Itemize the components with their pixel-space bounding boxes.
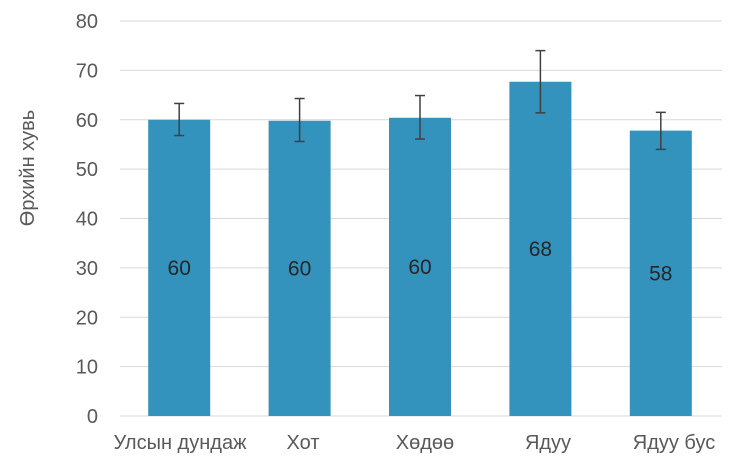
data-label: 58	[649, 262, 672, 285]
data-label: 60	[408, 256, 431, 279]
x-tick-label: Хөдөө	[396, 432, 454, 454]
x-tick-label: Улсын дундаж	[114, 432, 248, 454]
error-bar	[655, 111, 666, 151]
bar	[148, 119, 211, 416]
x-tick-label: Хот	[287, 432, 320, 454]
y-tick-label: 80	[76, 11, 98, 33]
y-axis-title: Өрхийн хувь	[17, 110, 39, 226]
data-label: 60	[168, 257, 191, 280]
x-axis-ticks: Улсын дундаж Хот Хөдөө Ядуу Ядуу бус	[114, 432, 716, 454]
data-label: 60	[288, 257, 311, 280]
x-tick-label: Ядуу	[525, 432, 571, 454]
bar	[268, 120, 331, 417]
bar	[389, 117, 451, 417]
y-tick-label: 50	[76, 159, 98, 181]
bar	[629, 130, 692, 417]
x-tick-label: Ядуу бус	[633, 432, 715, 454]
y-tick-label: 40	[76, 209, 98, 231]
y-tick-label: 0	[87, 406, 98, 428]
y-tick-label: 10	[76, 357, 98, 379]
data-labels: 60 60 60 68 58	[168, 238, 673, 285]
y-axis-ticks: 0 10 20 30 40 50 60 70 80	[76, 11, 98, 428]
error-bar	[535, 49, 546, 114]
bars	[148, 81, 692, 417]
error-bar	[294, 97, 305, 143]
y-tick-label: 20	[76, 307, 98, 329]
y-tick-label: 60	[76, 110, 98, 132]
y-tick-label: 30	[76, 258, 98, 280]
error-bar	[415, 94, 425, 140]
data-label: 68	[529, 238, 552, 261]
bar	[509, 81, 572, 416]
error-bars	[174, 49, 666, 151]
y-tick-label: 70	[76, 60, 98, 82]
error-bar	[174, 102, 185, 137]
